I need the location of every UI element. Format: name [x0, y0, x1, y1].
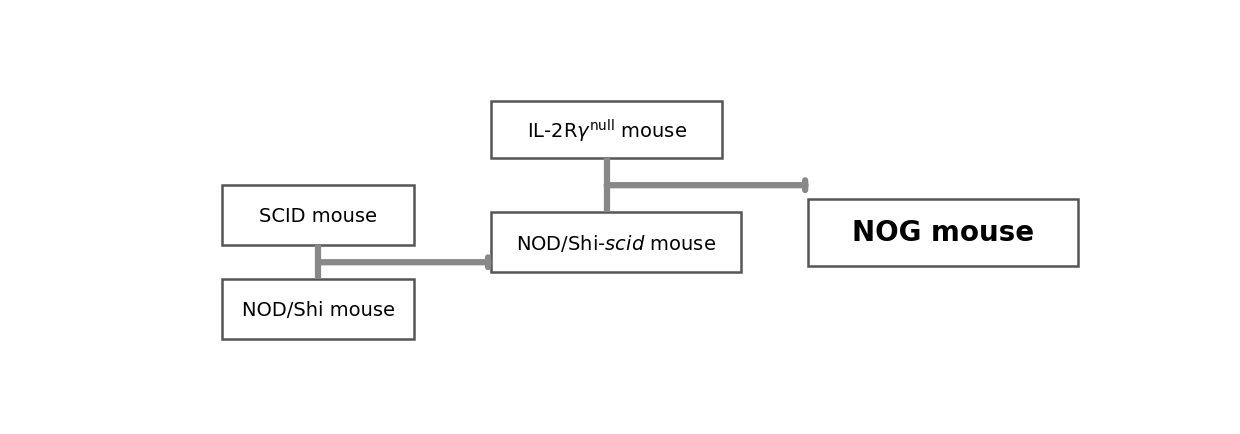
FancyBboxPatch shape — [808, 199, 1078, 266]
Text: SCID mouse: SCID mouse — [259, 206, 377, 225]
FancyBboxPatch shape — [222, 279, 414, 339]
FancyBboxPatch shape — [491, 213, 742, 273]
Text: NOD/Shi-$\it{scid}$ mouse: NOD/Shi-$\it{scid}$ mouse — [516, 232, 717, 253]
Text: NOG mouse: NOG mouse — [852, 219, 1034, 247]
FancyBboxPatch shape — [222, 186, 414, 246]
Text: IL-2R$\gamma^{\mathrm{null}}$ mouse: IL-2R$\gamma^{\mathrm{null}}$ mouse — [527, 117, 687, 144]
FancyBboxPatch shape — [491, 102, 722, 159]
Text: NOD/Shi mouse: NOD/Shi mouse — [242, 300, 394, 319]
